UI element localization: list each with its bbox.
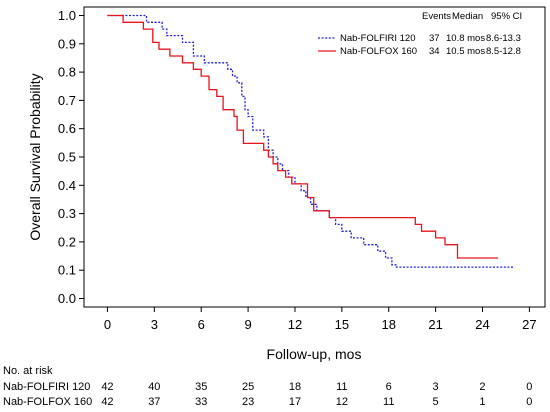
risk-count: 6 — [386, 381, 392, 393]
legend-median-0: 10.8 mos — [446, 33, 485, 44]
x-tick-label: 9 — [244, 317, 251, 332]
risk-count: 42 — [101, 396, 113, 408]
series-line-1 — [107, 14, 499, 259]
y-tick-label: 0.8 — [58, 65, 76, 80]
risk-count: 37 — [148, 396, 160, 408]
x-axis-title: Follow-up, mos — [267, 346, 362, 362]
risk-count: 0 — [526, 396, 532, 408]
x-axis: 0 3 6 9 12 15 18 21 24 27 — [104, 307, 537, 332]
legend-label-1: Nab-FOLFOX 160 — [340, 46, 417, 57]
risk-count: 23 — [242, 396, 254, 408]
risk-row-label: Nab-FOLFOX 160 — [3, 396, 92, 408]
risk-count: 11 — [336, 381, 347, 393]
x-tick-label: 12 — [288, 317, 302, 332]
series-layer — [107, 14, 514, 268]
x-tick-label: 21 — [428, 317, 442, 332]
x-tick-label: 24 — [475, 317, 489, 332]
risk-count: 0 — [526, 381, 532, 393]
y-tick-label: 0.2 — [58, 234, 76, 249]
y-tick-label: 0.3 — [58, 206, 76, 221]
legend-label-0: Nab-FOLFIRI 120 — [340, 33, 416, 44]
x-tick-label: 27 — [522, 317, 536, 332]
legend-header-ci: 95% CI — [491, 11, 522, 22]
risk-count: 1 — [479, 396, 485, 408]
legend-header-median: Median — [452, 11, 483, 22]
risk-count: 17 — [289, 396, 301, 408]
risk-count: 42 — [101, 381, 113, 393]
legend: Events Median 95% CI Nab-FOLFIRI 120 37 10.8 … — [318, 11, 522, 57]
legend-median-1: 10.5 mos — [446, 46, 485, 57]
x-tick-label: 3 — [151, 317, 158, 332]
risk-count: 25 — [242, 381, 254, 393]
risk-table-title: No. at risk — [3, 365, 53, 377]
legend-events-0: 37 — [429, 33, 440, 44]
y-tick-label: 0.7 — [58, 93, 76, 108]
risk-count: 33 — [195, 396, 207, 408]
risk-count: 40 — [148, 381, 160, 393]
y-tick-label: 0.5 — [58, 150, 76, 165]
y-axis: 0.0 0.1 0.2 0.3 0.4 0.5 0.6 0.7 0.8 0.9 1.0 — [58, 8, 84, 306]
risk-count: 5 — [433, 396, 439, 408]
y-tick-label: 0.6 — [58, 121, 76, 136]
legend-events-1: 34 — [429, 46, 440, 57]
risk-count: 18 — [289, 381, 301, 393]
series-line-0 — [107, 14, 514, 268]
risk-count: 11 — [383, 396, 394, 408]
legend-ci-0: 8.6-13.3 — [486, 33, 521, 44]
y-tick-label: 0.0 — [58, 291, 76, 306]
x-tick-label: 0 — [104, 317, 111, 332]
risk-count: 12 — [336, 396, 348, 408]
y-tick-label: 1.0 — [58, 8, 76, 23]
y-tick-label: 0.9 — [58, 36, 76, 51]
risk-count: 35 — [195, 381, 207, 393]
risk-row-label: Nab-FOLFIRI 120 — [3, 381, 90, 393]
y-axis-title: Overall Survival Probability — [27, 73, 43, 240]
risk-table: No. at risk Nab-FOLFIRI 120 42 40 35 25 18 11 6… — [3, 365, 532, 408]
legend-header-events: Events — [422, 11, 451, 22]
risk-count: 3 — [433, 381, 439, 393]
risk-count: 2 — [479, 381, 485, 393]
x-tick-label: 15 — [335, 317, 349, 332]
y-tick-label: 0.1 — [58, 263, 76, 278]
y-tick-label: 0.4 — [58, 178, 76, 193]
x-tick-label: 6 — [198, 317, 205, 332]
legend-ci-1: 8.5-12.8 — [486, 46, 521, 57]
x-tick-label: 18 — [381, 317, 395, 332]
